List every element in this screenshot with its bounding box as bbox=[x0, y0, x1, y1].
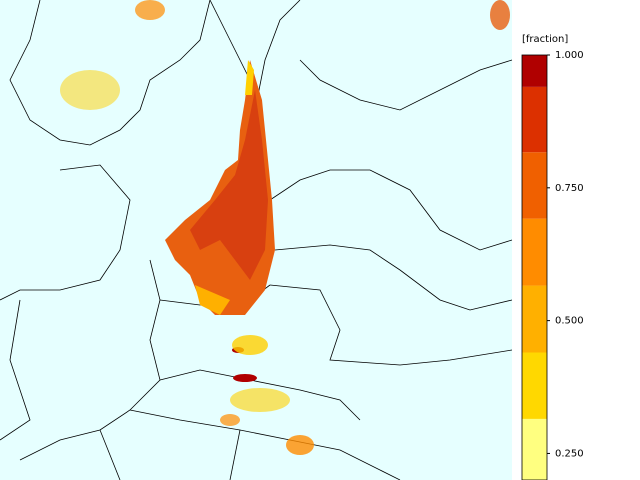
colorbar-frame bbox=[521, 54, 548, 480]
colorbar-band bbox=[522, 218, 547, 286]
colorbar-tick-label: 0.250 bbox=[555, 448, 584, 459]
colorbar-title: [fraction] bbox=[522, 34, 568, 45]
colorbar-band bbox=[522, 55, 547, 87]
colorbar-tick-label: 0.750 bbox=[555, 183, 584, 194]
colorbar-tick-label: 1.000 bbox=[555, 50, 584, 61]
colorbar-band bbox=[522, 418, 547, 480]
colorbar-band bbox=[522, 86, 547, 153]
colorbar-band bbox=[522, 352, 547, 419]
colorbar-band bbox=[522, 152, 547, 219]
plume bbox=[60, 0, 510, 455]
colorbar-band bbox=[522, 285, 547, 353]
colorbar: 1.000 0.750 0.500 0.250 bbox=[521, 50, 584, 480]
colorbar-tick-label: 0.500 bbox=[555, 316, 584, 327]
